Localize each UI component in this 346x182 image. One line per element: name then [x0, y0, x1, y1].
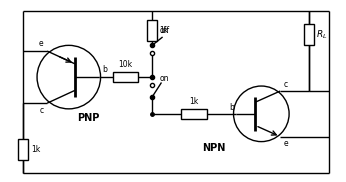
Text: 1k: 1k — [31, 145, 40, 154]
Text: $R_L$: $R_L$ — [316, 28, 327, 41]
Bar — [181, 109, 207, 119]
Text: 1k: 1k — [189, 97, 199, 106]
Text: b: b — [229, 103, 234, 112]
Text: e: e — [39, 39, 43, 48]
Text: c: c — [283, 80, 287, 89]
Bar — [18, 139, 28, 161]
Text: 1k: 1k — [159, 26, 169, 35]
Bar — [304, 23, 314, 45]
Text: e: e — [283, 139, 288, 148]
Text: on: on — [160, 74, 170, 83]
Text: off: off — [160, 26, 170, 35]
Bar — [147, 19, 157, 41]
Text: c: c — [40, 106, 44, 115]
Text: PNP: PNP — [77, 113, 99, 123]
Text: NPN: NPN — [202, 143, 226, 153]
Bar — [113, 72, 138, 82]
Text: 10k: 10k — [118, 60, 133, 69]
Text: b: b — [102, 65, 107, 74]
